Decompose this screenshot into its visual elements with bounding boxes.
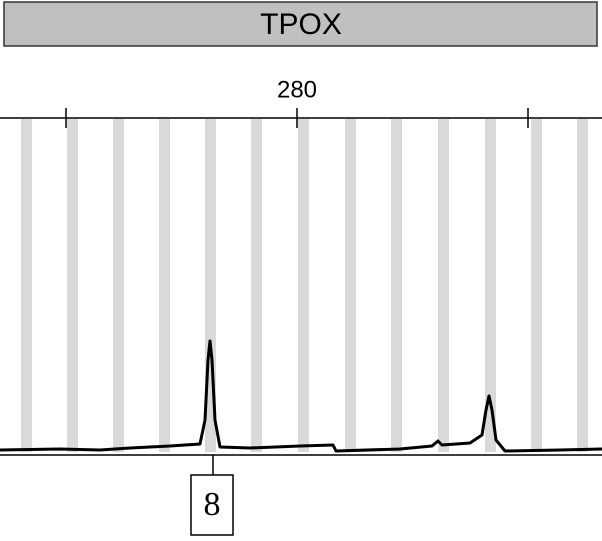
bin [205, 119, 216, 452]
bin [577, 119, 588, 452]
allele-label: 8 [204, 486, 221, 523]
bin [345, 119, 356, 452]
bin [485, 119, 496, 452]
bin [159, 119, 170, 452]
bin [251, 119, 262, 452]
ruler [0, 108, 602, 128]
bins [21, 119, 588, 452]
locus-title: TPOX [260, 8, 342, 41]
bin [21, 119, 32, 452]
trace [0, 339, 602, 453]
bin [67, 119, 78, 452]
bin [438, 119, 449, 452]
allele-box [190, 474, 234, 536]
ruler-label: 280 [277, 76, 317, 103]
bin [531, 119, 542, 452]
locus-header [3, 1, 598, 47]
bin [298, 119, 309, 452]
bin [113, 119, 124, 452]
bin [391, 119, 402, 452]
